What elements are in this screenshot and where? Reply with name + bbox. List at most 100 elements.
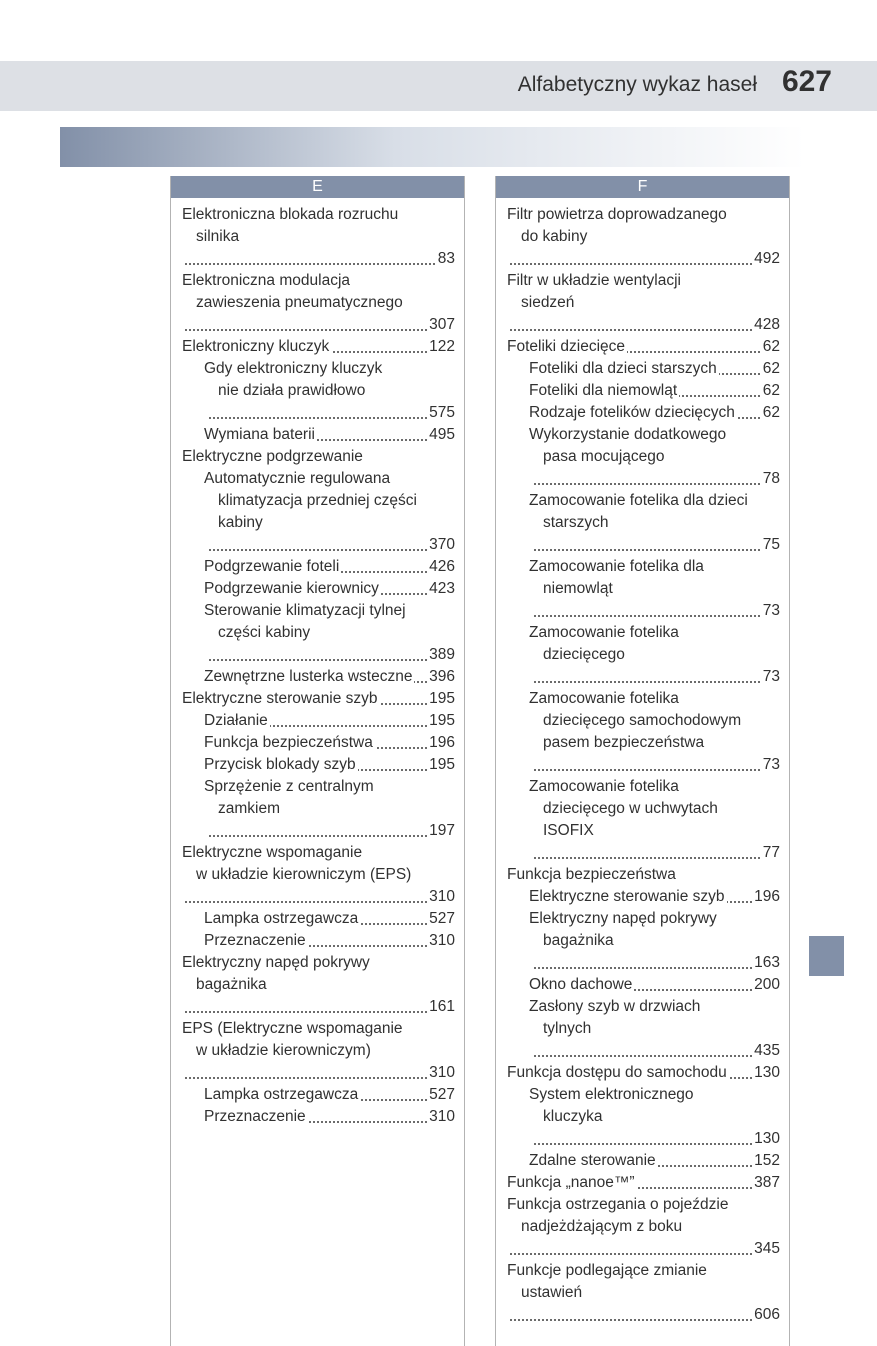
entry-text: System elektronicznegokluczyka [529,1086,786,1147]
entry-text: Zamocowanie fotelika dla dziecistarszych [529,492,786,553]
entry-page: 396 [427,666,455,688]
entry-text: Okno dachowe [529,976,634,993]
entry-page: 495 [427,424,455,446]
index-subentry: Zamocowanie fotelikadziecięcego w uchwyt… [499,776,786,864]
entry-text: Zamocowanie fotelikadziecięcego samochod… [529,690,786,773]
entry-page: 606 [752,1304,780,1326]
entry-text: Elektryczne podgrzewanie [182,448,365,465]
entry-text: Wymiana baterii [204,426,317,443]
header-bar: Alfabetyczny wykaz haseł 627 [0,61,877,111]
page: Alfabetyczny wykaz haseł 627 E Elektronic… [0,0,877,1200]
entry-text: Foteliki dla dzieci starszych [529,360,719,377]
index-subentry: Zamocowanie fotelika dla dziecistarszych… [499,490,786,556]
entry-text: Zamocowanie fotelikadziecięcego w uchwyt… [529,778,786,861]
entry-page: 77 [761,842,780,864]
entry-page: 195 [427,710,455,732]
index-subentry: Funkcja bezpieczeństwa 196 [174,732,461,754]
entry-page: 62 [761,358,780,380]
entry-page: 130 [752,1062,780,1084]
entry-text: Elektryczne sterowanie szyb [182,690,380,707]
entry-page: 73 [761,754,780,776]
entry-text: Elektroniczna modulacjazawieszenia pneum… [182,272,461,333]
index-entry: Funkcje podlegające zmianieustawień606 [499,1260,786,1326]
index-subentry: Zamocowanie fotelikadziecięcego73 [499,622,786,688]
letter-heading: E [171,176,464,198]
side-tab [809,936,844,976]
entry-page: 161 [427,996,455,1018]
index-entry: Elektroniczna modulacjazawieszenia pneum… [174,270,461,336]
index-entry: Foteliki dziecięce 62 [499,336,786,358]
index-subentry: Zasłony szyb w drzwiachtylnych435 [499,996,786,1062]
entry-text: Elektroniczny kluczyk [182,338,331,355]
index-subentry: Foteliki dla niemowląt62 [499,380,786,402]
entry-page: 307 [427,314,455,336]
entry-page: 62 [761,380,780,402]
index-entry: Elektryczne sterowanie szyb 195 [174,688,461,710]
index-entry: Filtr w układzie wentylacjisiedzeń428 [499,270,786,336]
index-entry: Elektroniczna blokada rozruchusilnika83 [174,204,461,270]
entry-page: 152 [752,1150,780,1172]
index-entry: Elektryczny napęd pokrywybagażnika161 [174,952,461,1018]
entry-page: 195 [427,688,455,710]
entry-text: Funkcja bezpieczeństwa [507,866,678,883]
entry-page: 345 [752,1238,780,1260]
entry-text: Automatycznie regulowanaklimatyzacja prz… [204,470,461,553]
entry-text: Zdalne sterowanie [529,1152,658,1169]
entry-page: 196 [427,732,455,754]
index-subentry: Zewnętrzne lusterka wsteczne 396 [174,666,461,688]
entry-text: Podgrzewanie kierownicy [204,580,381,597]
index-subentry: Lampka ostrzegawcza 527 [174,908,461,930]
entry-text: Funkcje podlegające zmianieustawień [507,1262,786,1323]
index-subentry: Rodzaje fotelików dziecięcych62 [499,402,786,424]
entry-page: 387 [752,1172,780,1194]
entry-page: 197 [427,820,455,842]
entry-text: Elektryczny napęd pokrywybagażnika [529,910,786,971]
entry-page: 370 [427,534,455,556]
entry-page: 310 [427,1062,455,1084]
entry-page: 435 [752,1040,780,1062]
entry-text: Zewnętrzne lusterka wsteczne [204,668,414,685]
entry-page: 310 [427,930,455,952]
index-entry: Funkcja dostępu do samochodu 130 [499,1062,786,1084]
index-subentry: Przeznaczenie310 [174,930,461,952]
entry-page: 310 [427,1106,455,1128]
entry-text: Lampka ostrzegawcza [204,1086,360,1103]
index-subentry: Lampka ostrzegawcza527 [174,1084,461,1106]
letter-heading: F [496,176,789,198]
entry-page: 423 [427,578,455,600]
entry-text: Filtr w układzie wentylacjisiedzeń [507,272,786,333]
entry-text: Przeznaczenie [204,1108,308,1125]
index-entry: Funkcja bezpieczeństwa [499,864,786,886]
index-subentry: Przeznaczenie 310 [174,1106,461,1128]
index-subentry: Wymiana baterii 495 [174,424,461,446]
index-entry: Filtr powietrza doprowadzanegodo kabiny4… [499,204,786,270]
index-subentry: Zamocowanie fotelika dlaniemowląt73 [499,556,786,622]
entry-text: Lampka ostrzegawcza [204,910,360,927]
entry-text: Funkcja bezpieczeństwa [204,734,375,751]
entry-page: 130 [752,1128,780,1150]
entry-text: Filtr powietrza doprowadzanegodo kabiny [507,206,786,267]
index-entry: Funkcja „nanoe™”387 [499,1172,786,1194]
index-subentry: Elektryczne sterowanie szyb196 [499,886,786,908]
index-column: F Filtr powietrza doprowadzanegodo kabiny… [495,176,790,1346]
entry-page: 428 [752,314,780,336]
entry-text: Elektroniczna blokada rozruchusilnika [182,206,461,267]
entry-page: 196 [752,886,780,908]
entry-text: Zasłony szyb w drzwiachtylnych [529,998,786,1059]
entry-page: 527 [427,908,455,930]
entry-page: 389 [427,644,455,666]
entry-text: Foteliki dziecięce [507,338,627,355]
index-subentry: Działanie195 [174,710,461,732]
entry-text: Funkcja dostępu do samochodu [507,1064,729,1081]
index-subentry: Gdy elektroniczny kluczyknie działa praw… [174,358,461,424]
index-entry: Elektroniczny kluczyk122 [174,336,461,358]
index-entry: Elektryczne wspomaganiew układzie kierow… [174,842,461,908]
index-entry: Funkcja ostrzegania o pojeździenadjeżdża… [499,1194,786,1260]
index-column: E Elektroniczna blokada rozruchusilnika83… [170,176,465,1346]
entry-text: Rodzaje fotelików dziecięcych [529,404,737,421]
entry-page: 163 [752,952,780,974]
entry-text: Funkcja ostrzegania o pojeździenadjeżdża… [507,1196,786,1257]
entry-text: Podgrzewanie foteli [204,558,341,575]
entry-page: 492 [752,248,780,270]
entry-page: 62 [761,336,780,358]
